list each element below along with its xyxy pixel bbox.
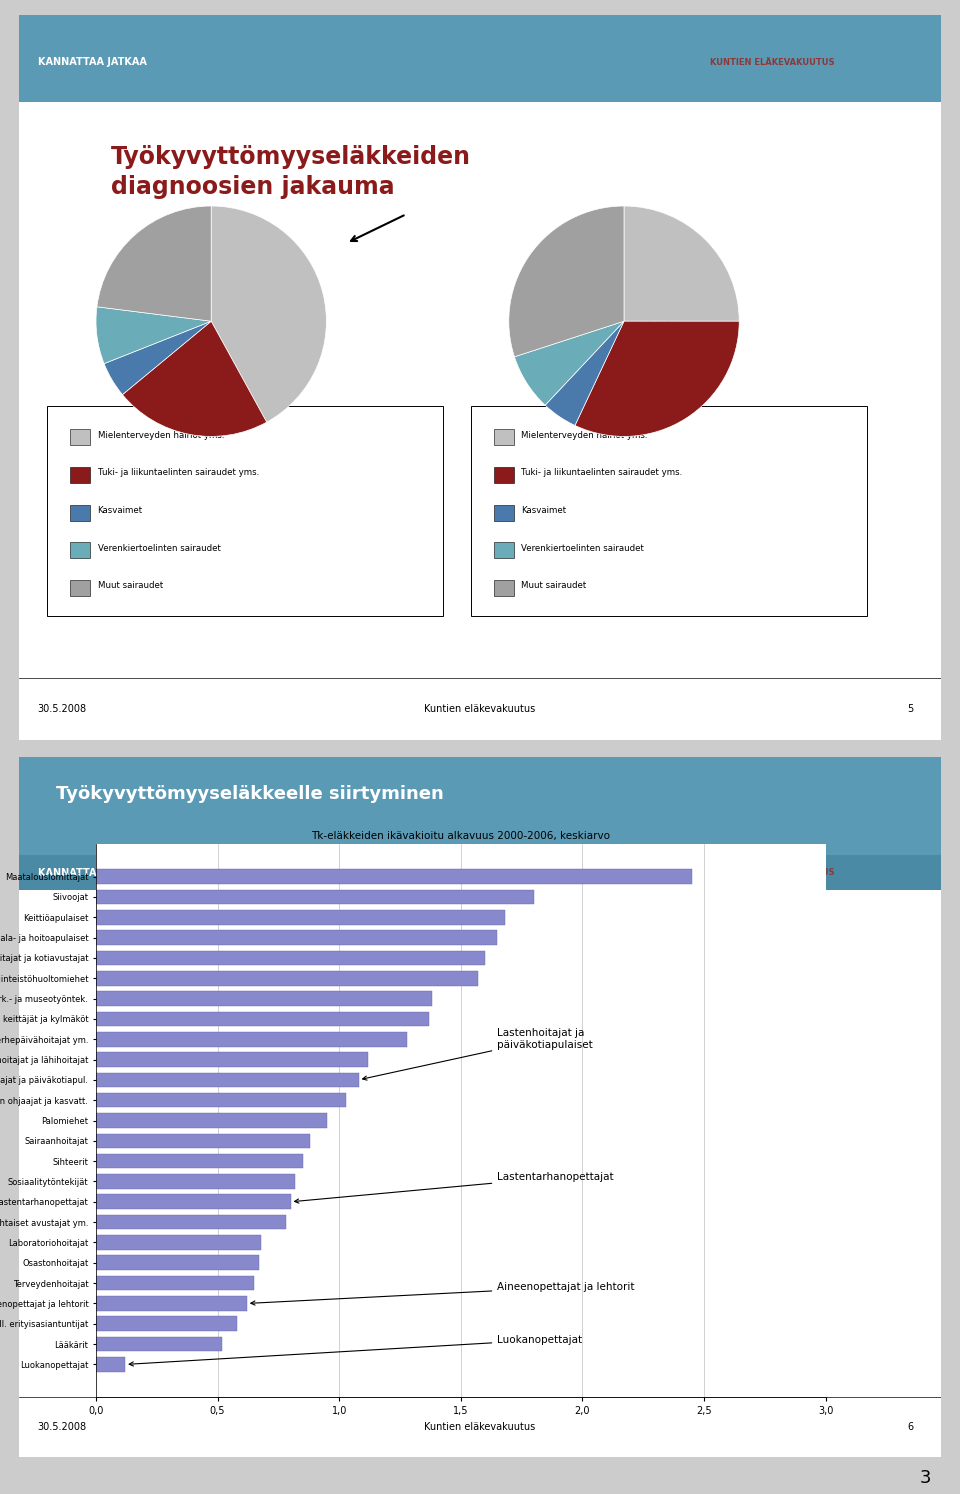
Bar	[96, 1316, 237, 1331]
Bar	[96, 1276, 254, 1291]
Bar	[96, 1174, 296, 1189]
Bar	[47, 406, 444, 617]
Text: 3: 3	[920, 1469, 931, 1487]
Wedge shape	[96, 306, 211, 363]
Bar	[96, 1255, 259, 1270]
Text: Opettajat: Opettajat	[216, 317, 283, 329]
Bar	[493, 429, 515, 445]
Bar	[493, 505, 515, 521]
Text: Verenkiertoelinten sairaudet: Verenkiertoelinten sairaudet	[98, 544, 221, 553]
Bar	[70, 505, 90, 521]
Text: Verenkiertoelinten sairaudet: Verenkiertoelinten sairaudet	[521, 544, 644, 553]
Bar	[96, 1092, 347, 1107]
Bar	[70, 580, 90, 596]
Bar	[96, 1153, 302, 1168]
Wedge shape	[515, 321, 624, 405]
Bar	[493, 542, 515, 559]
Text: Kasvaimet: Kasvaimet	[98, 506, 143, 515]
Wedge shape	[97, 206, 211, 321]
Wedge shape	[123, 321, 267, 436]
Text: Muu KuEL: Muu KuEL	[612, 317, 681, 329]
Wedge shape	[545, 321, 624, 426]
Bar	[70, 542, 90, 559]
Bar	[96, 870, 692, 884]
Wedge shape	[211, 206, 326, 423]
Bar	[96, 1052, 369, 1067]
Bar	[470, 406, 867, 617]
Text: Työkyvyttömyyseläkkeiden
diagnoosien jakauma: Työkyvyttömyyseläkkeiden diagnoosien jak…	[111, 145, 471, 199]
Bar	[96, 991, 432, 1005]
Text: Työkyvyttömyyseläkkeelle siirtyminen: Työkyvyttömyyseläkkeelle siirtyminen	[56, 786, 444, 804]
Bar	[70, 468, 90, 483]
Bar	[96, 1113, 327, 1128]
Bar	[96, 1236, 261, 1250]
Bar	[96, 1297, 247, 1310]
Bar	[19, 856, 941, 890]
Bar	[96, 1337, 223, 1352]
Bar	[96, 1032, 407, 1046]
Bar	[96, 889, 534, 904]
Wedge shape	[624, 206, 739, 321]
Text: Tuki- ja liikuntaelinten sairaudet yms.: Tuki- ja liikuntaelinten sairaudet yms.	[521, 469, 683, 478]
Bar	[96, 1215, 286, 1230]
Bar	[96, 1073, 359, 1088]
Bar	[96, 1357, 125, 1371]
Text: KUNTIEN ELÄKEVAKUUTUS: KUNTIEN ELÄKEVAKUUTUS	[710, 58, 835, 67]
Text: 30.5.2008: 30.5.2008	[37, 704, 86, 714]
Wedge shape	[104, 321, 211, 394]
Text: Tuki- ja liikuntaelinten sairaudet yms.: Tuki- ja liikuntaelinten sairaudet yms.	[98, 469, 259, 478]
Text: 30.5.2008: 30.5.2008	[37, 1422, 86, 1433]
Bar	[96, 1195, 291, 1209]
Bar	[96, 910, 505, 925]
Wedge shape	[509, 206, 624, 357]
Bar	[19, 757, 941, 856]
Wedge shape	[575, 321, 739, 436]
Text: 6: 6	[907, 1422, 913, 1433]
Bar	[493, 580, 515, 596]
Bar	[96, 950, 485, 965]
Text: Muut sairaudet: Muut sairaudet	[98, 581, 163, 590]
Text: Lastenhoitajat ja
päiväkotiapulaiset: Lastenhoitajat ja päiväkotiapulaiset	[363, 1028, 593, 1080]
Text: Kasvaimet: Kasvaimet	[521, 506, 566, 515]
Bar	[96, 971, 478, 986]
Text: KANNATTAA JATKAA: KANNATTAA JATKAA	[37, 868, 147, 878]
Bar	[19, 15, 941, 102]
Text: KANNATTAA JATKAA: KANNATTAA JATKAA	[37, 57, 147, 67]
Text: Mielenterveyden häiriöt yms.: Mielenterveyden häiriöt yms.	[98, 430, 224, 439]
Text: KUNTIEN ELÄKEVAKUUTUS: KUNTIEN ELÄKEVAKUUTUS	[710, 868, 835, 877]
Bar	[70, 429, 90, 445]
Text: Aineenopettajat ja lehtorit: Aineenopettajat ja lehtorit	[251, 1282, 635, 1306]
Bar	[493, 468, 515, 483]
Text: Luokanopettajat: Luokanopettajat	[130, 1336, 583, 1366]
Text: Kuntien eläkevakuutus: Kuntien eläkevakuutus	[424, 1422, 536, 1433]
Title: Tk-eläkkeiden ikävakioitu alkavuus 2000-2006, keskiarvo: Tk-eläkkeiden ikävakioitu alkavuus 2000-…	[311, 831, 611, 841]
Text: Kuntien eläkevakuutus: Kuntien eläkevakuutus	[424, 704, 536, 714]
Text: Muut sairaudet: Muut sairaudet	[521, 581, 587, 590]
Text: Lastentarhanopettajat: Lastentarhanopettajat	[295, 1173, 613, 1203]
Bar	[96, 1134, 310, 1149]
Bar	[96, 931, 497, 944]
Text: 5: 5	[907, 704, 913, 714]
Bar	[96, 1011, 429, 1026]
Text: Mielenterveyden häiriöt yms.: Mielenterveyden häiriöt yms.	[521, 430, 648, 439]
